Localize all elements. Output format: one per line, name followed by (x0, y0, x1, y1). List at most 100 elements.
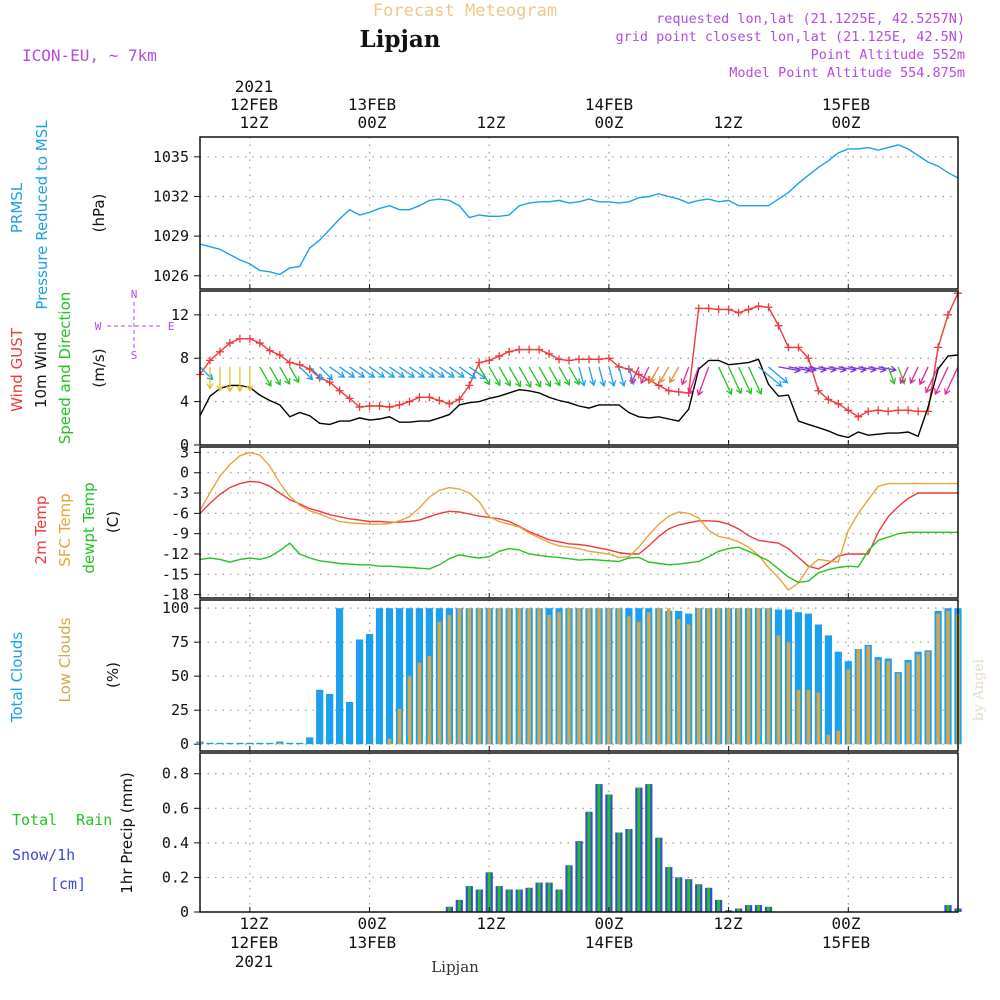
gust-marker-71 (904, 406, 913, 415)
top-hour-l00a: 00Z (358, 113, 387, 132)
precip-bar-snow-1h-27 (467, 886, 471, 912)
precip-bar-snow-1h-40 (597, 784, 601, 912)
clouds-bar-low-clouds-56 (756, 608, 761, 745)
clouds-bar-low-clouds-24 (437, 621, 442, 745)
clouds-bar-low-clouds-37 (567, 608, 571, 745)
wind-series-wind-gust (199, 292, 959, 418)
precip-bar-snow-1h-56 (757, 905, 760, 912)
wind-arrow-18 (309, 366, 324, 381)
clouds-bar-low-clouds-44 (637, 621, 641, 745)
clouds-bar-total-clouds-60 (794, 612, 802, 745)
label-pressure-msl: Pressure Reduced to MSL (33, 120, 51, 310)
wind-frame (199, 290, 959, 446)
wind-arrow-10 (226, 366, 234, 393)
clouds-bar-low-clouds-33 (527, 608, 531, 745)
wind-arrow-35 (478, 366, 491, 386)
wind-arrow-30 (429, 366, 446, 378)
pressure-panel: 1026 1029 1032 1035 (153, 136, 959, 290)
clouds-frame (199, 599, 959, 752)
clouds-bar-low-clouds-73 (926, 651, 930, 745)
wind-labels: Wind GUST 10m Wind Speed and Direction (… (8, 288, 174, 444)
wind-arrow-31 (438, 366, 455, 378)
gust-marker-46 (654, 381, 663, 390)
gust-marker-16 (355, 403, 364, 412)
wind-arrow-25 (379, 366, 396, 378)
bottom-hour-l00c: 00Z (832, 914, 861, 933)
gust-marker-72 (914, 407, 923, 416)
bottom-year-label: 2021 (235, 952, 274, 971)
wind-arrow-57 (687, 366, 700, 395)
clouds-bar-low-clouds-50 (696, 608, 701, 745)
precip-bar-snow-1h-55 (747, 905, 750, 912)
clouds-bar-total-clouds-15 (346, 702, 354, 745)
clouds-bar-low-clouds-67 (866, 646, 870, 745)
clouds-bar-low-clouds-32 (517, 608, 521, 745)
clouds-bar-low-clouds-49 (686, 624, 691, 745)
temperature-series-2m-temp (199, 480, 958, 570)
temperature-ytick-label-0: -18 (162, 586, 189, 604)
wind-arrow-51 (630, 366, 640, 385)
clouds-bar-low-clouds-35 (547, 615, 551, 745)
label-prmsl: PRMSL (8, 182, 26, 233)
precip-ytick-label-4: 0.8 (162, 765, 189, 783)
bottom-date-15feb: 15FEB (822, 933, 870, 952)
precip-bar-snow-1h-47 (667, 867, 671, 912)
bottom-date-14feb: 14FEB (585, 933, 633, 952)
clouds-bar-low-clouds-46 (657, 608, 661, 745)
gust-marker-56 (754, 302, 763, 311)
wind-arrow-29 (419, 366, 436, 378)
top-time-axis: 2021 12FEB 13FEB 14FEB 15FEB 12Z 00Z 12Z… (230, 77, 870, 132)
compass-rose: N W E S (95, 288, 175, 362)
wind-arrow-42 (548, 366, 561, 387)
precip-bar-snow-1h-49 (687, 879, 691, 912)
gust-marker-24 (435, 396, 444, 405)
label-hpa: (hPa) (90, 194, 108, 233)
label-10m-wind: 10m Wind (32, 332, 50, 408)
gust-marker-59 (784, 343, 793, 352)
gust-marker-58 (774, 321, 783, 330)
clouds-bar-total-clouds-11 (306, 737, 314, 745)
model-altitude: Model Point Altitude 554.875m (729, 65, 965, 81)
gust-marker-62 (814, 386, 823, 395)
label-sfc-temp: SFC Temp (56, 493, 74, 566)
clouds-bar-total-clouds-62 (814, 624, 822, 745)
gust-marker-8 (275, 350, 284, 359)
bottom-hour-l00b: 00Z (595, 914, 624, 933)
clouds-bar-low-clouds-19 (387, 738, 392, 745)
label-wind-gust: Wind GUST (8, 327, 26, 412)
precip-bar-snow-1h-54 (737, 908, 741, 912)
wind-arrow-38 (508, 366, 522, 388)
clouds-panel: 0 25 50 75 100 (162, 599, 962, 753)
wind-arrow-81 (924, 366, 939, 394)
label-2m-temp: 2m Temp (32, 496, 50, 565)
precip-bar-snow-1h-25 (447, 906, 451, 912)
clouds-bar-total-clouds-17 (366, 634, 374, 745)
temperature-ytick-label-3: -9 (171, 525, 189, 543)
gust-marker-29 (485, 356, 494, 365)
precip-bar-snow-1h-57 (767, 906, 770, 912)
clouds-bar-low-clouds-47 (667, 608, 671, 745)
clouds-bar-low-clouds-8 (278, 742, 282, 745)
wind-arrow-54 (659, 366, 670, 384)
requested-coords: requested lon,lat (21.1225E, 42.5257N) (656, 11, 965, 27)
clouds-bar-low-clouds-39 (587, 608, 591, 745)
gust-marker-50 (694, 304, 703, 313)
clouds-bar-low-clouds-68 (876, 659, 880, 745)
precip-bar-snow-1h-38 (577, 841, 581, 912)
clouds-bar-low-clouds-62 (816, 692, 821, 745)
precip-bar-snow-1h-45 (647, 784, 651, 912)
wind-arrow-53 (649, 366, 660, 384)
clouds-bar-low-clouds-51 (706, 608, 711, 745)
wind-arrow-76 (887, 366, 897, 385)
clouds-bar-low-clouds-71 (906, 662, 910, 745)
top-date-13feb: 13FEB (348, 95, 396, 114)
precip-bar-snow-1h-46 (657, 837, 661, 912)
clouds-bar-total-clouds-14 (336, 608, 344, 745)
clouds-bar-total-clouds-2 (216, 742, 224, 745)
gust-marker-53 (724, 305, 733, 314)
wind-panel: 0 4 8 12 (171, 289, 962, 454)
clouds-bar-low-clouds-43 (627, 616, 631, 745)
label-speed-direction: Speed and Direction (56, 292, 74, 445)
clouds-bar-low-clouds-52 (716, 608, 721, 745)
wind-arrow-33 (458, 366, 477, 379)
